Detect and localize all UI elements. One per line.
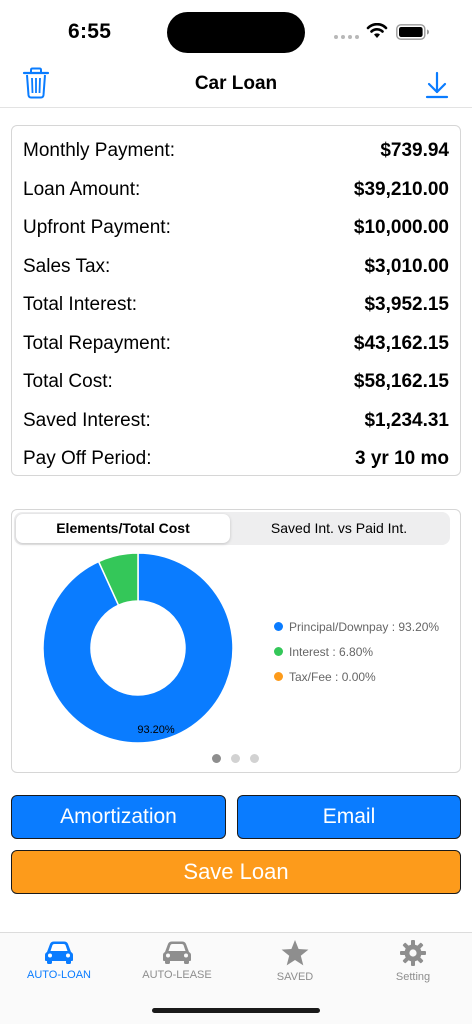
page-dot[interactable]: [212, 754, 221, 763]
summary-row-saved-interest: Saved Interest: $1,234.31: [23, 402, 449, 441]
trash-icon[interactable]: [22, 67, 50, 99]
tab-label: Setting: [395, 971, 431, 983]
summary-value: $10,000.00: [353, 217, 449, 239]
summary-row-monthly-payment: Monthly Payment: $739.94: [23, 132, 449, 171]
chart-card[interactable]: Elements/Total Cost Saved Int. vs Paid I…: [11, 509, 461, 773]
summary-label: Monthly Payment:: [23, 140, 176, 162]
donut-data-label: 93.20%: [137, 724, 175, 736]
chart-legend: Principal/Downpay : 93.20% Interest : 6.…: [274, 614, 439, 689]
legend-swatch: [274, 672, 283, 681]
page-indicator[interactable]: [212, 754, 259, 763]
summary-label: Saved Interest:: [23, 409, 151, 431]
summary-row-loan-amount: Loan Amount: $39,210.00: [23, 171, 449, 210]
legend-swatch: [274, 647, 283, 656]
page-dot[interactable]: [250, 754, 259, 763]
status-bar: 6:55: [0, 0, 472, 60]
summary-row-sales-tax: Sales Tax: $3,010.00: [23, 248, 449, 287]
save-loan-button[interactable]: Save Loan: [11, 850, 461, 894]
download-icon[interactable]: [424, 70, 450, 100]
donut-slice-interest: [97, 552, 139, 607]
car-icon: [163, 941, 191, 964]
summary-value: $739.94: [380, 140, 449, 162]
donut-chart: 93.20%: [42, 552, 234, 744]
summary-value: 3 yr 10 mo: [355, 448, 449, 470]
summary-value: $3,952.15: [364, 294, 449, 316]
tab-auto-loan[interactable]: AUTO-LOAN: [0, 939, 118, 981]
legend-item-interest: Interest : 6.80%: [274, 639, 439, 664]
chart-segmented-control: Elements/Total Cost Saved Int. vs Paid I…: [14, 512, 450, 545]
star-icon: [281, 940, 309, 966]
summary-row-total-repayment: Total Repayment: $43,162.15: [23, 325, 449, 364]
cellular-signal-icon: [334, 35, 359, 39]
tab-label: SAVED: [276, 971, 314, 983]
tab-label: AUTO-LEASE: [142, 969, 212, 981]
gear-icon: [400, 940, 426, 966]
summary-label: Upfront Payment:: [23, 217, 171, 239]
tab-setting[interactable]: Setting: [354, 939, 472, 983]
summary-value: $58,162.15: [353, 371, 449, 393]
summary-label: Sales Tax:: [23, 255, 111, 277]
summary-label: Pay Off Period:: [23, 448, 152, 470]
summary-label: Total Repayment:: [23, 332, 171, 354]
nav-bar: Car Loan: [0, 60, 472, 108]
legend-swatch: [274, 622, 283, 631]
status-time: 6:55: [68, 20, 112, 43]
home-indicator: [152, 1008, 320, 1013]
tab-auto-lease[interactable]: AUTO-LEASE: [118, 939, 236, 981]
summary-value: $1,234.31: [364, 409, 449, 431]
tab-saved[interactable]: SAVED: [236, 939, 354, 983]
segment-elements-total-cost[interactable]: Elements/Total Cost: [16, 514, 230, 543]
summary-row-upfront-payment: Upfront Payment: $10,000.00: [23, 209, 449, 248]
summary-label: Loan Amount:: [23, 178, 141, 200]
legend-item-tax-fee: Tax/Fee : 0.00%: [274, 664, 439, 689]
page-dot[interactable]: [231, 754, 240, 763]
page-title: Car Loan: [194, 73, 278, 94]
legend-label: Principal/Downpay : 93.20%: [289, 619, 440, 634]
legend-label: Interest : 6.80%: [289, 644, 374, 659]
loan-summary-card: Monthly Payment: $739.94 Loan Amount: $3…: [11, 125, 461, 476]
summary-row-pay-off-period: Pay Off Period: 3 yr 10 mo: [23, 440, 449, 479]
wifi-icon: [366, 23, 388, 38]
summary-value: $39,210.00: [353, 178, 449, 200]
segment-saved-vs-paid-interest[interactable]: Saved Int. vs Paid Int.: [270, 520, 408, 536]
amortization-button[interactable]: Amortization: [11, 795, 226, 839]
summary-row-total-cost: Total Cost: $58,162.15: [23, 363, 449, 402]
battery-icon: [396, 24, 429, 40]
summary-value: $3,010.00: [364, 255, 449, 277]
summary-label: Total Cost:: [23, 371, 113, 393]
donut-slice-principal-downpay: [42, 552, 234, 744]
tab-label: AUTO-LOAN: [27, 969, 91, 981]
car-icon: [45, 941, 73, 964]
email-button[interactable]: Email: [237, 795, 461, 839]
summary-row-total-interest: Total Interest: $3,952.15: [23, 286, 449, 325]
summary-label: Total Interest:: [23, 294, 138, 316]
summary-value: $43,162.15: [353, 332, 449, 354]
legend-item-principal: Principal/Downpay : 93.20%: [274, 614, 439, 639]
legend-label: Tax/Fee : 0.00%: [289, 669, 376, 684]
dynamic-island: [167, 12, 305, 53]
